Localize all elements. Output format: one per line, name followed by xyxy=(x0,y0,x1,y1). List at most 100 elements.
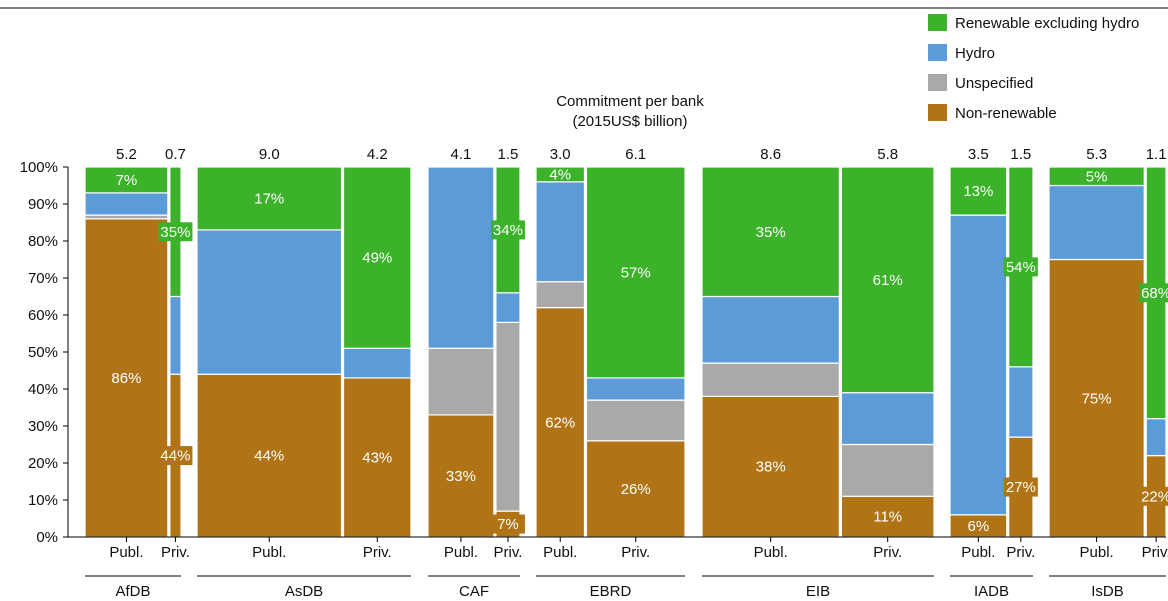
bar-total-label: 3.0 xyxy=(550,146,571,163)
segment-label-box xyxy=(1003,477,1038,497)
bar-type-label: Publ. xyxy=(444,544,478,561)
segment-label: 26% xyxy=(621,481,651,498)
legend-label-unspec: Unspecified xyxy=(955,75,1033,92)
bar-type-label: Publ. xyxy=(961,544,995,561)
totals-caption-line2: (2015US$ billion) xyxy=(572,113,687,130)
bar-total-label: 4.1 xyxy=(451,146,472,163)
segment-label: 7% xyxy=(116,172,138,189)
bar-segment-asdb-publ-nonrenew xyxy=(196,373,343,538)
bar-segment-isdb-publ-hydro xyxy=(1048,184,1145,261)
bar-total-label: 5.2 xyxy=(116,146,137,163)
bar-segment-afdb-publ-hydro xyxy=(84,192,169,216)
bar-type-label: Publ. xyxy=(252,544,286,561)
bar-segment-iadb-publ-renew xyxy=(949,166,1008,216)
segment-label-box xyxy=(158,446,193,466)
y-tick-label: 90% xyxy=(28,196,58,213)
segment-label: 62% xyxy=(545,414,575,431)
y-tick-label: 20% xyxy=(28,455,58,472)
bar-segment-eib-priv-nonrenew xyxy=(840,495,935,538)
bank-name-label: IADB xyxy=(974,583,1009,600)
y-tick-label: 40% xyxy=(28,381,58,398)
bar-type-label: Priv. xyxy=(363,544,392,561)
bar-type-label: Publ. xyxy=(1080,544,1114,561)
bar-total-label: 0.7 xyxy=(165,146,186,163)
y-tick-label: 10% xyxy=(28,492,58,509)
bar-segment-ebrd-publ-renew xyxy=(535,166,586,183)
bar-segment-caf-publ-unspec xyxy=(427,347,495,416)
bar-segment-caf-publ-nonrenew xyxy=(427,414,495,538)
segment-label: 13% xyxy=(963,183,993,200)
bar-total-label: 5.3 xyxy=(1086,146,1107,163)
bar-type-label: Publ. xyxy=(109,544,143,561)
y-tick-label: 80% xyxy=(28,233,58,250)
segment-label: 35% xyxy=(160,224,190,241)
bar-total-label: 6.1 xyxy=(625,146,646,163)
y-tick-label: 0% xyxy=(36,529,58,546)
legend-label-nonrenew: Non-renewable xyxy=(955,105,1057,122)
bar-type-label: Priv. xyxy=(873,544,902,561)
bar-segment-afdb-publ-renew xyxy=(84,166,169,194)
segment-label: 27% xyxy=(1006,479,1036,496)
bar-segment-eib-priv-unspec xyxy=(840,443,935,497)
bar-segment-ebrd-priv-renew xyxy=(585,166,686,379)
segment-label-box xyxy=(490,514,525,534)
bar-segment-ebrd-priv-unspec xyxy=(585,399,686,442)
bar-segment-afdb-priv-hydro xyxy=(169,295,182,375)
bar-segment-eib-publ-unspec xyxy=(701,362,840,398)
bar-segment-afdb-publ-nonrenew xyxy=(84,218,169,538)
bank-name-label: IsDB xyxy=(1091,583,1124,600)
segment-label: 6% xyxy=(968,518,990,535)
bar-segment-isdb-publ-nonrenew xyxy=(1048,258,1145,538)
bar-segment-asdb-priv-renew xyxy=(342,166,412,349)
segment-label: 5% xyxy=(1086,168,1108,185)
bar-total-label: 3.5 xyxy=(968,146,989,163)
segment-label: 34% xyxy=(493,222,523,239)
bar-segment-ebrd-priv-nonrenew xyxy=(585,440,686,538)
bank-name-label: AsDB xyxy=(285,583,323,600)
segment-label: 43% xyxy=(362,449,392,466)
segment-label: 86% xyxy=(111,370,141,387)
legend-label-hydro: Hydro xyxy=(955,45,995,62)
segment-label: 44% xyxy=(254,448,284,465)
y-tick-label: 50% xyxy=(28,344,58,361)
bar-segment-eib-priv-hydro xyxy=(840,392,935,446)
segment-label-box xyxy=(158,222,193,242)
legend: Renewable excluding hydro Hydro Unspecifie… xyxy=(928,14,1139,122)
y-tick-label: 100% xyxy=(20,159,58,176)
segment-label: 22% xyxy=(1141,488,1168,505)
legend-swatch-nonrenew xyxy=(928,104,947,121)
bar-segment-caf-priv-unspec xyxy=(495,321,521,512)
bar-segment-asdb-priv-nonrenew xyxy=(342,377,412,538)
x-axis: Publ. Priv. AfDB Publ. Priv. AsDB Publ. Priv. CA… xyxy=(68,536,1168,600)
bar-total-label: 9.0 xyxy=(259,146,280,163)
y-axis: 0% 10% 20% 30% 40% 50% 60% 70% 80% 90% 100% xyxy=(20,159,69,546)
bar-total-label: 1.1 xyxy=(1146,146,1167,163)
segment-label-box xyxy=(490,220,525,240)
segment-label-box xyxy=(1139,486,1168,506)
segment-label-box xyxy=(1003,257,1038,277)
legend-swatch-hydro xyxy=(928,44,947,61)
segment-label: 44% xyxy=(160,448,190,465)
bar-type-label: Publ. xyxy=(543,544,577,561)
bank-name-label: EIB xyxy=(806,583,830,600)
bar-segment-isdb-priv-hydro xyxy=(1145,418,1167,457)
bar-total-label: 4.2 xyxy=(367,146,388,163)
bar-type-label: Priv. xyxy=(1142,544,1168,561)
bar-total-label: 5.8 xyxy=(877,146,898,163)
legend-swatch-renew xyxy=(928,14,947,31)
bar-segment-iadb-publ-hydro xyxy=(949,214,1008,516)
bar-segment-eib-publ-hydro xyxy=(701,295,840,364)
bar-segment-caf-publ-hydro xyxy=(427,166,495,349)
segment-label: 11% xyxy=(873,509,902,526)
bar-type-label: Priv. xyxy=(494,544,523,561)
bar-segment-asdb-publ-hydro xyxy=(196,229,343,375)
segment-label: 4% xyxy=(549,166,571,183)
segment-label: 7% xyxy=(497,516,519,533)
segment-label-box xyxy=(1139,283,1168,303)
segment-label: 33% xyxy=(446,468,476,485)
segment-label: 17% xyxy=(254,190,284,207)
totals-caption-line1: Commitment per bank xyxy=(556,93,704,110)
bar-segment-ebrd-publ-unspec xyxy=(535,281,586,309)
bar-segment-asdb-priv-hydro xyxy=(342,347,412,379)
